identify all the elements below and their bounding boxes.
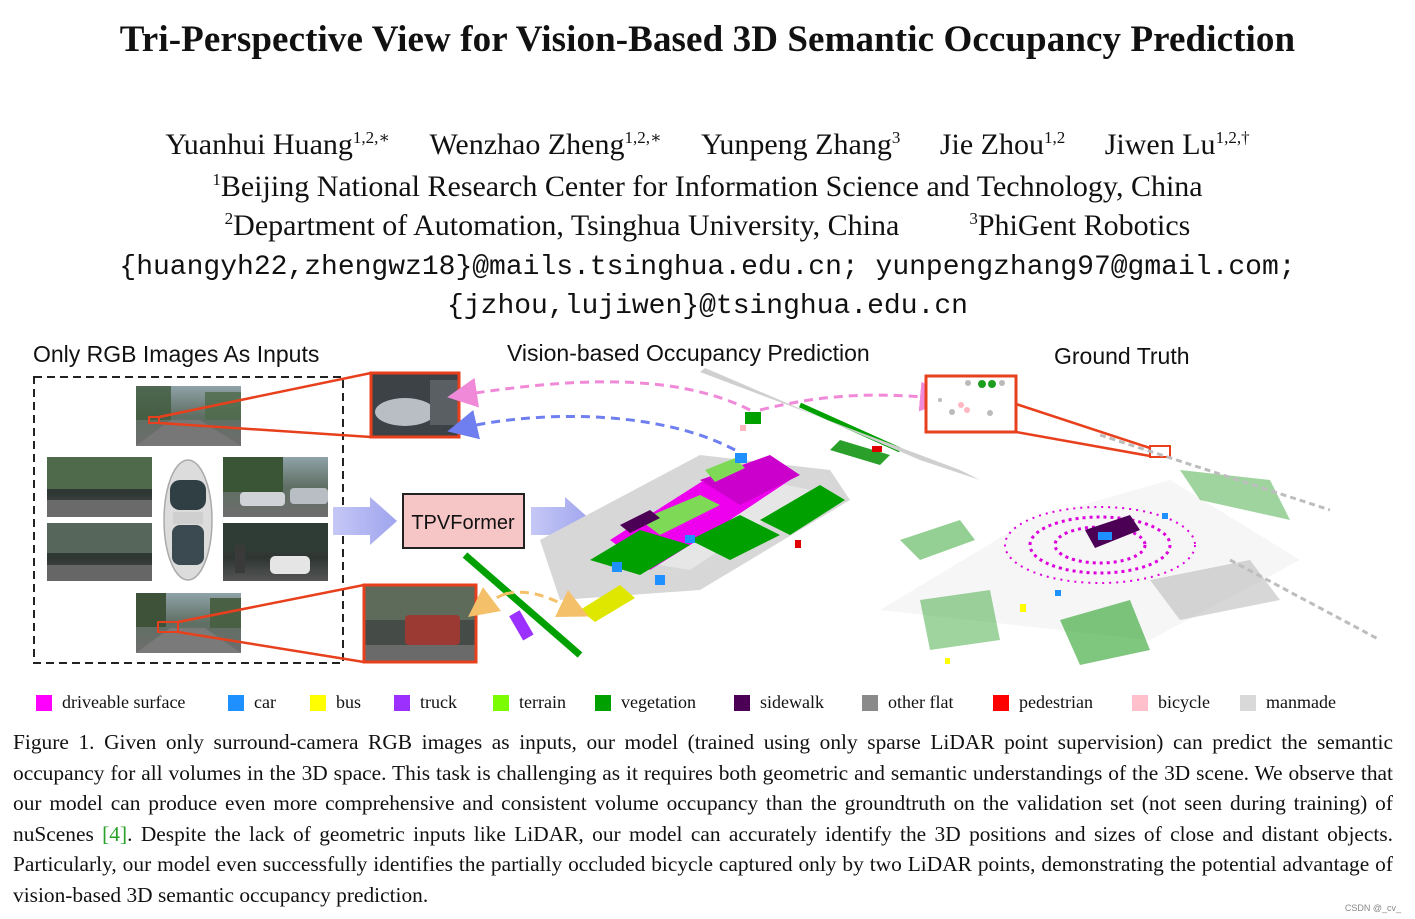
email-line-2: {jzhou,lujiwen}@tsinghua.edu.cn: [447, 291, 968, 322]
camera-image-front-right: [223, 457, 328, 517]
legend-swatch: [993, 694, 1009, 711]
legend-item: other flat: [862, 692, 953, 713]
arrow-orange-right: [504, 589, 589, 618]
zoom-source-front: [148, 416, 160, 424]
arrow-orange-left: [467, 587, 506, 617]
legend-swatch: [1240, 694, 1256, 711]
tpvformer-label: TPVFormer: [411, 512, 515, 534]
arrow-pink-right: [759, 381, 950, 412]
legend-swatch: [862, 694, 878, 711]
arrow-to-model: [333, 497, 397, 545]
camera-image-front-left: [47, 457, 152, 517]
watermark: CSDN @_cv_: [1344, 903, 1401, 913]
legend-swatch: [595, 694, 611, 711]
teaser-figure: TPVFormer: [33, 368, 1381, 665]
legend-swatch: [1132, 694, 1148, 711]
camera-image-back-right: [223, 523, 328, 581]
panel-label-inputs: Only RGB Images As Inputs: [33, 341, 320, 367]
ground-truth-scene: [880, 374, 1381, 665]
ego-car-top-view: [163, 459, 213, 581]
paper-title: Tri-Perspective View for Vision-Based 3D…: [119, 19, 1296, 60]
legend-item: sidewalk: [734, 692, 824, 713]
author: Yuanhui Huang1,2,∗: [165, 128, 390, 161]
camera-image-back-left: [47, 523, 152, 581]
affiliation-2-3: 2Department of Automation, Tsinghua Univ…: [224, 209, 1191, 242]
camera-image-back: [136, 593, 241, 653]
arrow-blue: [447, 410, 736, 452]
legend-item: terrain: [493, 692, 566, 713]
legend-swatch: [228, 694, 244, 711]
legend-swatch: [394, 694, 410, 711]
legend-item: driveable surface: [36, 692, 185, 713]
legend-item: pedestrian: [993, 692, 1093, 713]
email-line-1: {huangyh22,zhengwz18}@mails.tsinghua.edu…: [119, 252, 1296, 283]
panel-label-ground-truth: Ground Truth: [1054, 343, 1190, 369]
prediction-occupancy-scene: [462, 368, 980, 658]
legend-swatch: [310, 694, 326, 711]
tpvformer-box: [402, 493, 525, 549]
affiliation-1: 1Beijing National Research Center for In…: [212, 170, 1203, 203]
legend-swatch: [493, 694, 509, 711]
zoom-image-bus: [362, 583, 478, 664]
panel-label-prediction: Vision-based Occupancy Prediction: [507, 340, 870, 366]
zoom-image-car: [369, 371, 461, 439]
author-list: Yuanhui Huang1,2,∗ Wenzhao Zheng1,2,∗ Yu…: [0, 128, 1415, 162]
legend-item: bicycle: [1132, 692, 1210, 713]
legend-item: bus: [310, 692, 361, 713]
citation-link[interactable]: [4]: [102, 821, 128, 846]
legend-item: vegetation: [595, 692, 696, 713]
inputs-dashed-box: [33, 376, 344, 664]
legend-item: car: [228, 692, 276, 713]
legend-item: manmade: [1240, 692, 1336, 713]
legend-item: truck: [394, 692, 457, 713]
legend-swatch: [734, 694, 750, 711]
author: Yunpeng Zhang3: [701, 128, 901, 161]
class-legend: driveable surface car bus truck terrain …: [36, 692, 1415, 718]
zoom-source-back: [157, 621, 179, 633]
figure-caption: Figure 1. Given only surround-camera RGB…: [13, 730, 1394, 907]
author: Jiwen Lu1,2,†: [1104, 128, 1250, 161]
author: Wenzhao Zheng1,2,∗: [429, 128, 662, 161]
arrow-pink-left: [447, 377, 751, 412]
legend-swatch: [36, 694, 52, 711]
author: Jie Zhou1,2: [939, 128, 1066, 161]
